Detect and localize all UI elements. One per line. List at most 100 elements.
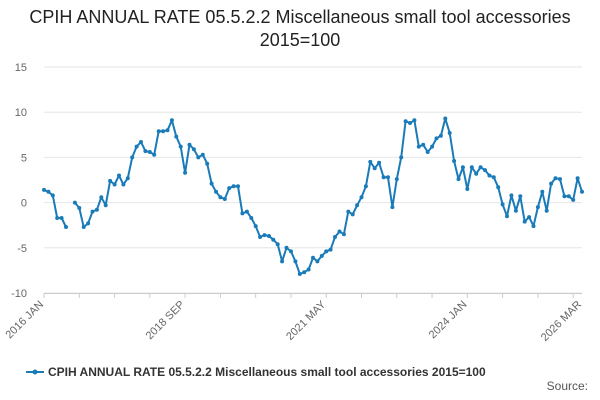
data-point[interactable]: [103, 203, 108, 208]
data-point[interactable]: [527, 215, 532, 220]
data-point[interactable]: [346, 209, 351, 214]
data-point[interactable]: [112, 182, 117, 187]
data-point[interactable]: [540, 189, 545, 194]
data-point[interactable]: [125, 176, 130, 181]
data-point[interactable]: [465, 187, 470, 191]
data-point[interactable]: [81, 225, 86, 229]
data-point[interactable]: [571, 197, 576, 202]
data-point[interactable]: [306, 267, 311, 272]
data-point[interactable]: [253, 224, 258, 229]
data-point[interactable]: [460, 165, 465, 170]
data-point[interactable]: [496, 185, 501, 190]
data-point[interactable]: [72, 200, 77, 205]
data-point[interactable]: [86, 221, 91, 226]
data-point[interactable]: [425, 150, 430, 154]
data-point[interactable]: [222, 197, 227, 201]
data-point[interactable]: [284, 245, 289, 250]
data-point[interactable]: [403, 119, 408, 124]
data-point[interactable]: [156, 129, 161, 134]
data-point[interactable]: [408, 121, 412, 125]
data-point[interactable]: [478, 165, 483, 170]
data-point[interactable]: [328, 247, 333, 252]
data-point[interactable]: [505, 214, 509, 219]
data-point[interactable]: [42, 187, 46, 192]
data-point[interactable]: [46, 189, 51, 194]
data-point[interactable]: [443, 116, 448, 121]
data-point[interactable]: [139, 140, 143, 144]
data-point[interactable]: [368, 159, 373, 164]
data-point[interactable]: [77, 206, 82, 210]
data-point[interactable]: [64, 225, 68, 229]
data-point[interactable]: [566, 194, 571, 199]
data-point[interactable]: [535, 205, 540, 210]
data-point[interactable]: [337, 229, 342, 234]
data-point[interactable]: [205, 161, 210, 166]
data-point[interactable]: [244, 209, 249, 214]
data-point[interactable]: [59, 216, 64, 220]
data-point[interactable]: [491, 175, 496, 180]
data-point[interactable]: [447, 131, 452, 135]
data-point[interactable]: [474, 171, 479, 176]
data-point[interactable]: [315, 259, 320, 264]
data-point[interactable]: [487, 173, 492, 178]
data-point[interactable]: [438, 133, 443, 138]
data-point[interactable]: [280, 259, 285, 264]
data-point[interactable]: [117, 173, 121, 178]
data-point[interactable]: [266, 234, 271, 238]
data-point[interactable]: [394, 177, 399, 182]
data-point[interactable]: [178, 144, 183, 149]
data-point[interactable]: [227, 186, 232, 191]
data-point[interactable]: [183, 170, 188, 175]
data-point[interactable]: [214, 189, 218, 194]
data-point[interactable]: [200, 152, 205, 157]
data-point[interactable]: [341, 232, 346, 237]
data-point[interactable]: [275, 242, 280, 247]
data-point[interactable]: [271, 237, 276, 242]
data-point[interactable]: [522, 219, 527, 224]
data-point[interactable]: [518, 194, 523, 199]
data-point[interactable]: [355, 203, 360, 208]
data-point[interactable]: [421, 142, 426, 147]
data-point[interactable]: [469, 165, 474, 170]
data-point[interactable]: [575, 176, 580, 181]
data-point[interactable]: [531, 224, 536, 229]
data-point[interactable]: [94, 207, 99, 212]
data-point[interactable]: [311, 255, 315, 260]
data-point[interactable]: [169, 118, 174, 123]
data-point[interactable]: [372, 166, 377, 171]
data-point[interactable]: [249, 216, 254, 220]
data-point[interactable]: [319, 253, 324, 258]
data-point[interactable]: [165, 128, 170, 133]
data-point[interactable]: [130, 155, 135, 160]
data-point[interactable]: [262, 233, 267, 238]
data-point[interactable]: [240, 211, 245, 216]
data-point[interactable]: [99, 195, 104, 200]
data-point[interactable]: [553, 176, 558, 181]
data-point[interactable]: [558, 177, 562, 182]
data-point[interactable]: [544, 208, 549, 213]
data-point[interactable]: [50, 193, 55, 198]
data-point[interactable]: [324, 249, 329, 254]
data-point[interactable]: [152, 152, 157, 157]
data-point[interactable]: [386, 175, 390, 180]
data-point[interactable]: [55, 216, 60, 220]
data-point[interactable]: [562, 194, 567, 199]
data-point[interactable]: [416, 144, 421, 149]
data-point[interactable]: [350, 212, 355, 217]
data-point[interactable]: [302, 270, 307, 275]
data-point[interactable]: [363, 184, 368, 189]
data-point[interactable]: [209, 181, 214, 186]
data-point[interactable]: [196, 155, 201, 160]
data-point[interactable]: [359, 195, 364, 200]
data-point[interactable]: [500, 202, 505, 207]
data-point[interactable]: [289, 249, 293, 254]
data-point[interactable]: [187, 142, 192, 147]
data-point[interactable]: [430, 144, 435, 149]
data-point[interactable]: [218, 195, 223, 200]
data-point[interactable]: [513, 208, 518, 213]
data-point[interactable]: [434, 136, 439, 141]
data-point[interactable]: [549, 181, 554, 186]
data-point[interactable]: [174, 134, 179, 139]
data-point[interactable]: [90, 209, 95, 214]
data-point[interactable]: [134, 144, 139, 149]
